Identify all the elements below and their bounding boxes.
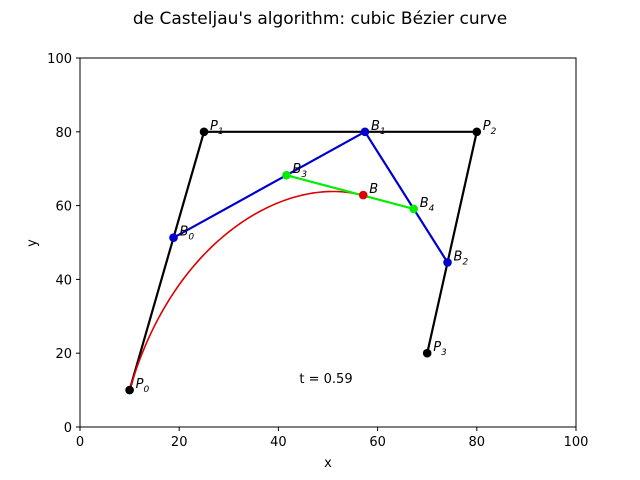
- curve-point-label: B: [369, 182, 378, 197]
- first-level-label: B2: [454, 249, 469, 267]
- second-level-label: B4: [420, 196, 435, 214]
- control-polygon: [128, 130, 478, 391]
- first-level-marker: [169, 233, 178, 243]
- curve-point-marker: [358, 190, 368, 200]
- control-point-marker: [199, 127, 209, 137]
- control-point-label: P1: [210, 119, 224, 137]
- y-tick-label: 60: [55, 200, 72, 215]
- plot-area: 0 20 40 60 80 100 0 20 40 60 80 100 P0 P1 P2 P3 B0 B1 B2 B3…: [47, 52, 588, 450]
- y-axis-title: y: [25, 239, 40, 247]
- first-level-marker: [443, 258, 452, 267]
- x-tick-label: 60: [369, 435, 386, 450]
- y-tick-label: 40: [55, 273, 72, 288]
- second-level-marker: [409, 204, 419, 214]
- x-tick-label: 100: [564, 435, 589, 450]
- first-level-marker: [360, 127, 370, 137]
- y-tick-label: 80: [55, 126, 72, 141]
- control-point-label: P3: [433, 340, 447, 358]
- second-level-marker: [282, 170, 291, 180]
- control-point-marker: [422, 348, 432, 358]
- first-level-lines: [172, 130, 449, 264]
- y-tick-label: 0: [64, 421, 72, 436]
- chart-title: de Casteljau's algorithm: cubic Bézier c…: [133, 9, 507, 29]
- control-point-marker: [125, 385, 134, 395]
- first-level-label: B0: [179, 225, 194, 243]
- t-value-annotation: t = 0.59: [299, 372, 352, 387]
- y-tick-label: 100: [47, 52, 72, 67]
- x-tick-label: 20: [171, 435, 188, 450]
- control-point-label: P2: [483, 119, 497, 137]
- x-tick-label: 80: [469, 435, 486, 450]
- axes-frame: [79, 57, 577, 428]
- x-tick-label: 0: [76, 435, 84, 450]
- bezier-curve: [128, 190, 362, 391]
- x-axis-title: x: [324, 456, 332, 471]
- control-point-label: P0: [136, 377, 150, 395]
- control-point-marker: [472, 127, 482, 137]
- y-tick-label: 20: [55, 347, 72, 362]
- first-level-label: B1: [371, 119, 386, 137]
- second-level-lines: [286, 174, 414, 210]
- x-tick-label: 40: [270, 435, 287, 450]
- second-level-label: B3: [292, 162, 307, 180]
